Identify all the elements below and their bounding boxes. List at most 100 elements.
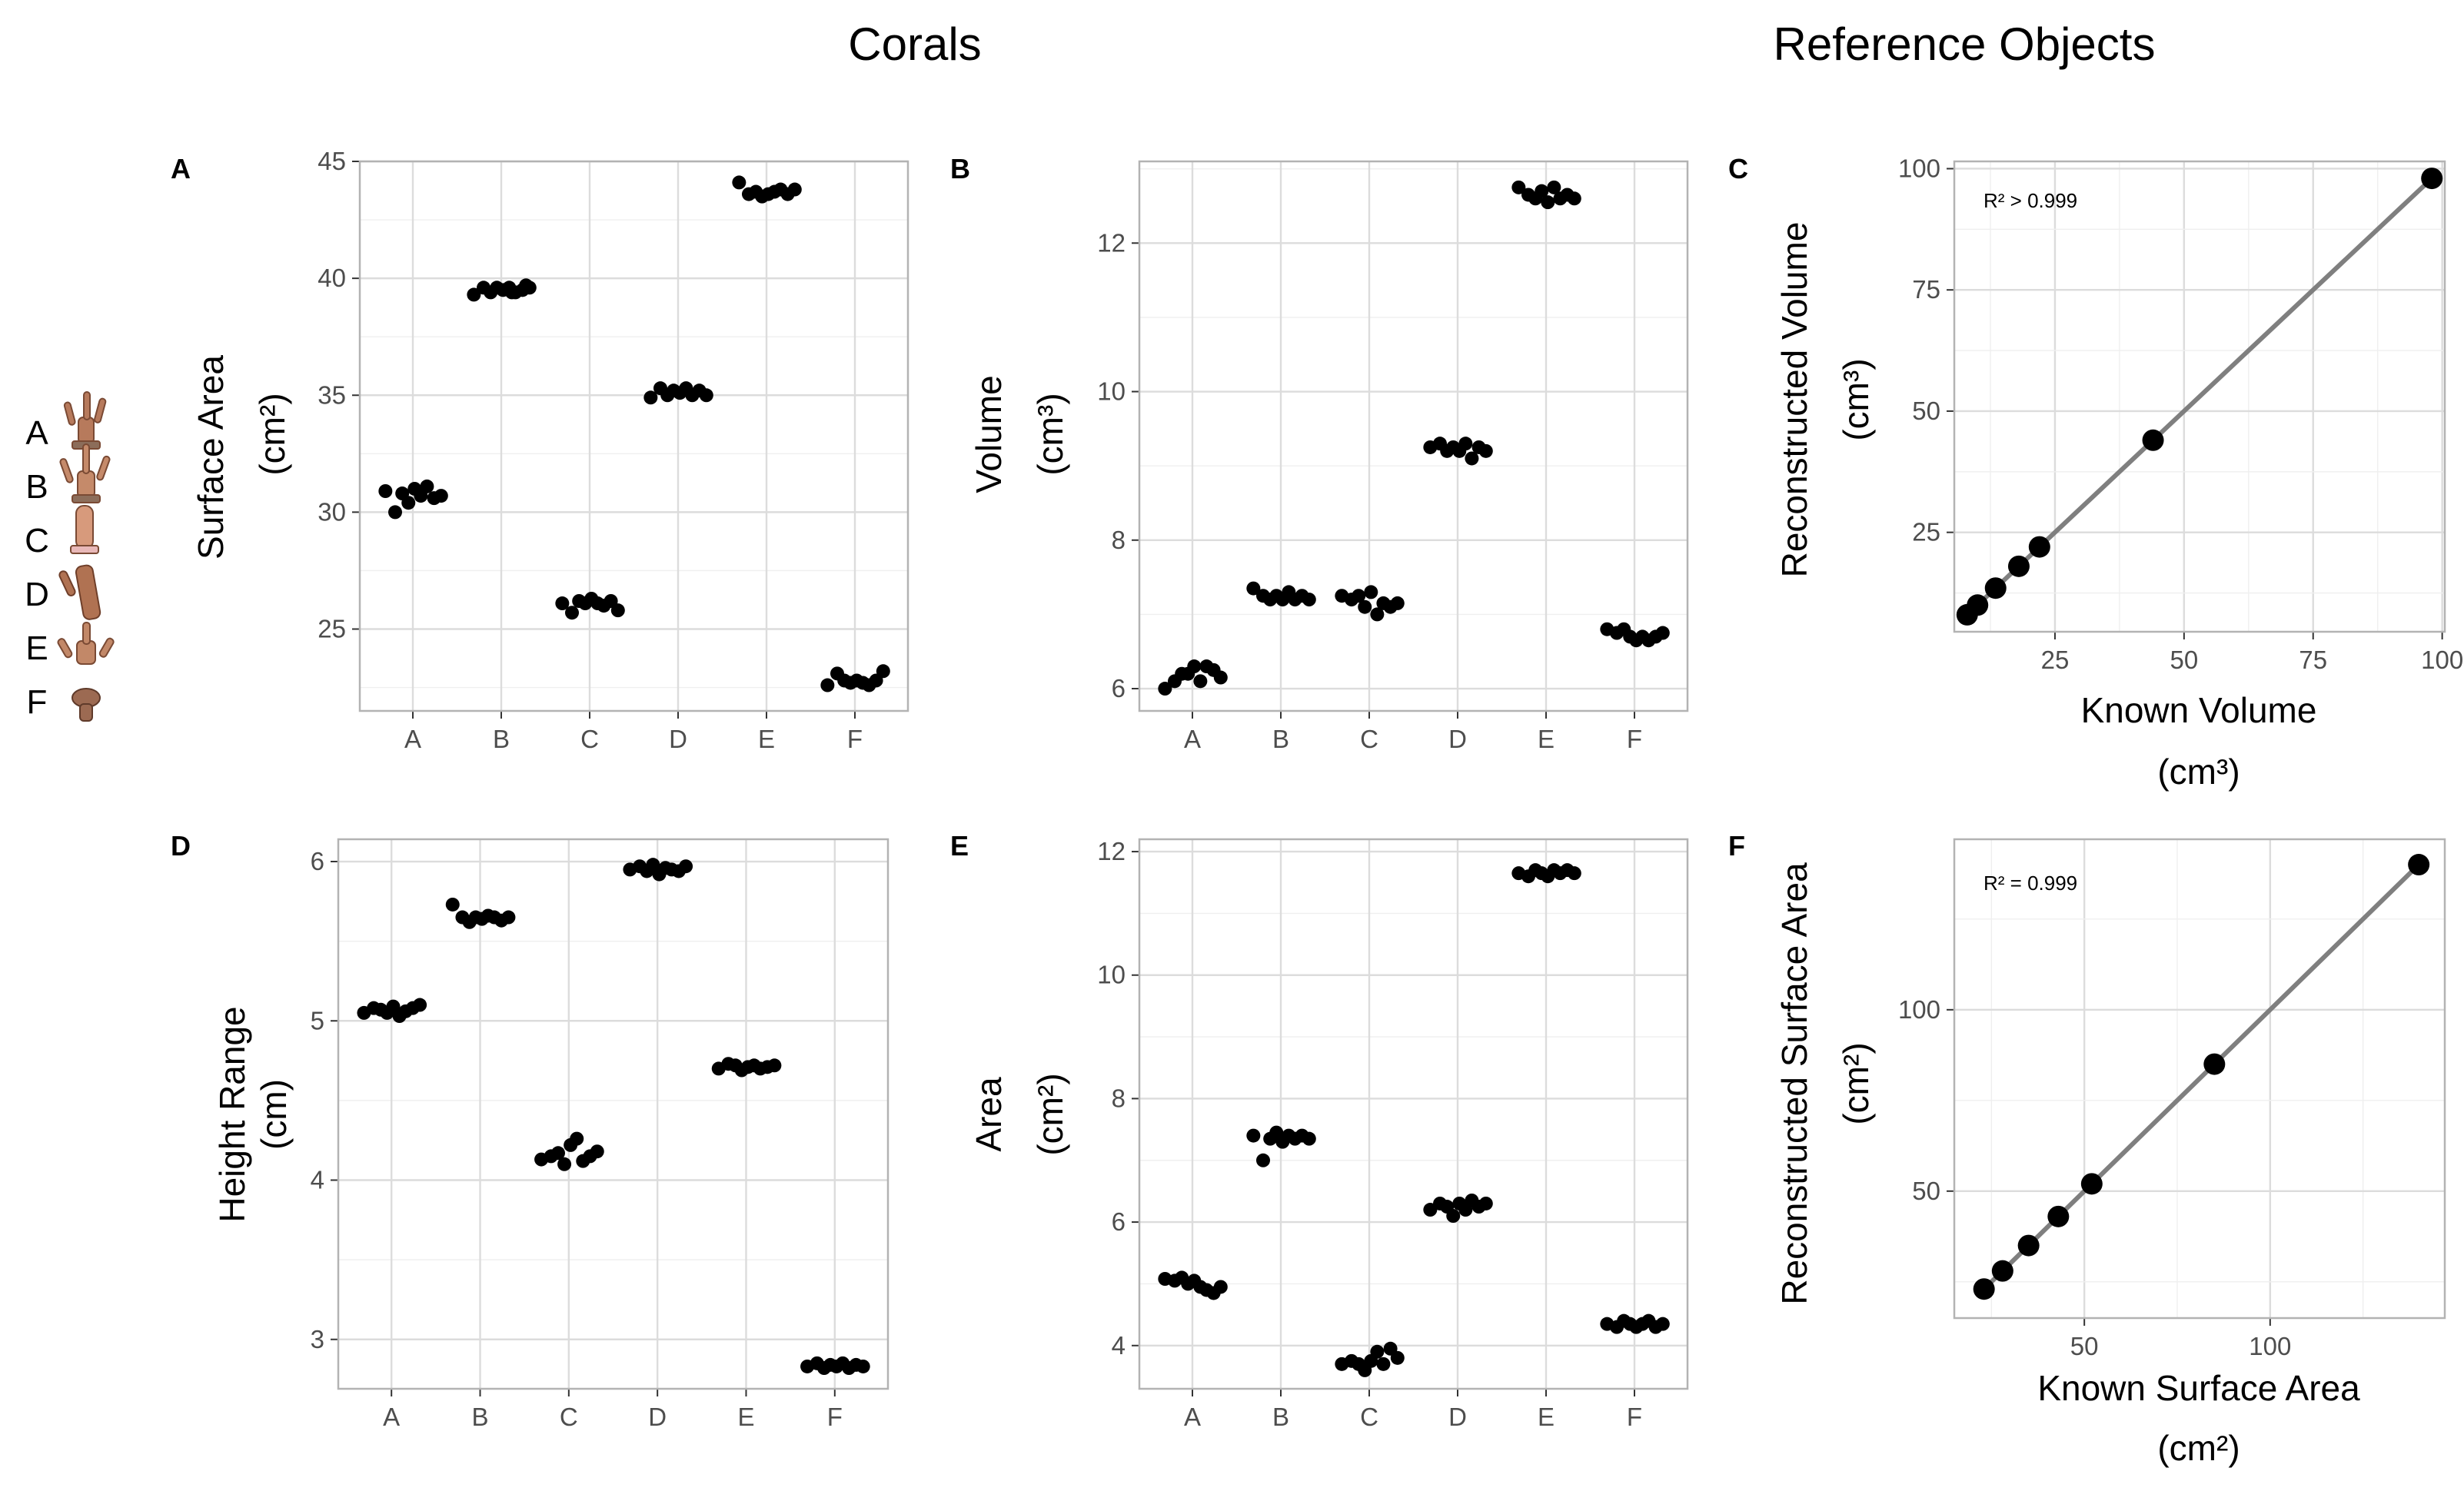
panel-d-point-d (679, 859, 693, 874)
legend-letter-f: F (27, 683, 48, 721)
panel-f-xtick-label: 50 (2070, 1332, 2099, 1360)
legend-letter-c: C (25, 522, 49, 560)
panel-f-frame (1953, 838, 2446, 1320)
coral-d-icon (58, 564, 101, 620)
panel-f-point (2080, 1173, 2103, 1195)
panel-b-yunit: (cm³) (1030, 393, 1070, 475)
panel-c-point (2142, 429, 2164, 451)
panel-e-xtick-label: E (1538, 1403, 1555, 1431)
panel-d-letter: D (171, 830, 191, 862)
panel-a-ylabel: Surface Area (191, 355, 231, 560)
panel-b-point-b (1302, 593, 1316, 607)
panel-d-point-c (590, 1144, 604, 1159)
panel-f-fit-line (1982, 862, 2421, 1291)
panel-b-point-c (1390, 596, 1405, 610)
panel-b-letter: B (950, 153, 970, 184)
panel-b-ytick-label: 12 (1097, 228, 1126, 257)
panel-b-point-a (1187, 659, 1202, 674)
panel-a-yunit: (cm²) (252, 393, 292, 475)
panel-b-xtick-label: C (1360, 725, 1378, 753)
legend-letter-a: A (25, 414, 48, 452)
panel-e-yunit: (cm²) (1030, 1073, 1070, 1155)
panel-d-ytick-label: 4 (311, 1166, 324, 1194)
panel-a-point-c (610, 603, 625, 618)
panel-c-point (2007, 555, 2030, 577)
coral-b-icon (59, 443, 111, 503)
panel-c-xtick-label: 100 (2421, 646, 2463, 674)
panel-f-xunit: (cm²) (2157, 1428, 2240, 1468)
panel-e-ylabel: Area (969, 1077, 1009, 1152)
panel-c-ytick-label: 50 (1912, 397, 1940, 425)
panel-a-surface-area: A Surface Area (cm²) A B C D E F 25 30 35 40 45 (171, 147, 909, 753)
panel-e-gridlines (1139, 839, 1688, 1389)
panel-a-point-d (643, 390, 658, 405)
panel-b-ylabel: Volume (969, 375, 1009, 493)
panel-e-point-c (1370, 1344, 1385, 1359)
panel-f-yunit: (cm²) (1836, 1042, 1876, 1124)
panel-e-xtick-label: D (1448, 1403, 1467, 1431)
legend-letter-b: B (25, 468, 48, 506)
panel-e-point-b (1302, 1131, 1316, 1146)
panel-c-xtick-label: 25 (2041, 646, 2070, 674)
panel-f-point (1973, 1278, 1995, 1300)
panel-b-frame (1138, 160, 1689, 712)
panel-d-ytick-label: 6 (311, 847, 324, 875)
panel-e-xtick-label: A (1184, 1403, 1201, 1431)
panel-a-point-a (378, 484, 393, 498)
panel-c-ytick-label: 25 (1912, 518, 1940, 546)
panel-f-ylabel: Reconstructed Surface Area (1774, 862, 1814, 1305)
panel-f-xlabel: Known Surface Area (2037, 1368, 2360, 1408)
panel-a-xtick-label: F (847, 725, 863, 753)
panel-b-point-e (1541, 195, 1555, 210)
panel-e-point-c (1376, 1357, 1391, 1371)
panel-a-letter: A (171, 153, 191, 184)
panel-b-point-d (1478, 443, 1493, 458)
panel-b-xtick-label: B (1272, 725, 1289, 753)
panel-a-ytick-label: 30 (318, 497, 346, 526)
coral-c-icon (70, 505, 99, 554)
panel-b-ytick-label: 6 (1112, 674, 1126, 702)
panel-e-letter: E (950, 830, 969, 862)
panel-f-point (2203, 1053, 2226, 1075)
panel-b-gridlines (1139, 161, 1688, 711)
panel-e-frame (1138, 838, 1689, 1390)
panel-d-point-b (501, 910, 516, 925)
panel-e-area: E Area (cm²) A B C D E F 4 6 8 10 12 (950, 830, 1689, 1431)
panel-f-point (2017, 1234, 2040, 1257)
panel-a-point-a (420, 479, 434, 493)
panel-a-point-b (467, 287, 481, 302)
panel-a-point-b (519, 278, 534, 293)
panel-c-point (2421, 168, 2443, 190)
panel-d-xtick-label: B (472, 1403, 489, 1431)
panel-e-point-b (1246, 1128, 1261, 1143)
panel-c-xtick-label: 50 (2170, 646, 2198, 674)
legend-letter-d: D (25, 576, 49, 613)
panel-c-ytick-label: 75 (1912, 275, 1940, 304)
panel-d-xtick-label: C (560, 1403, 578, 1431)
panel-a-xtick-label: E (758, 725, 775, 753)
panel-e-ytick-label: 8 (1112, 1084, 1126, 1112)
panel-b-point-d (1465, 451, 1479, 466)
panel-c-yunit: (cm³) (1836, 358, 1876, 440)
panel-b-point-a (1213, 670, 1228, 685)
panel-b-xtick-label: A (1184, 725, 1201, 753)
panel-b-point-c (1358, 599, 1372, 614)
panel-b-xtick-label: E (1538, 725, 1555, 753)
panel-d-point-c (551, 1146, 565, 1161)
panel-a-point-c (555, 596, 570, 611)
panel-a-xtick-label: B (493, 725, 510, 753)
panel-a-point-e (732, 175, 747, 190)
panel-b-point-a (1193, 674, 1208, 689)
panel-c-point (1984, 577, 2007, 599)
panel-e-ytick-label: 4 (1112, 1331, 1126, 1360)
panel-a-xtick-label: C (580, 725, 599, 753)
panel-b-point-e (1567, 191, 1581, 206)
panel-b-point-f (1655, 626, 1670, 640)
panel-b-point-d (1458, 437, 1473, 451)
panel-a-point-d (699, 388, 713, 403)
panel-a-point-f (820, 678, 835, 692)
panel-d-height-range: D Height Range (cm) A B C D E F 3 4 5 6 (171, 830, 890, 1431)
panel-e-xtick-label: F (1627, 1403, 1642, 1431)
panel-a-point-a (434, 489, 448, 503)
panel-e-ytick-label: 12 (1097, 837, 1126, 865)
